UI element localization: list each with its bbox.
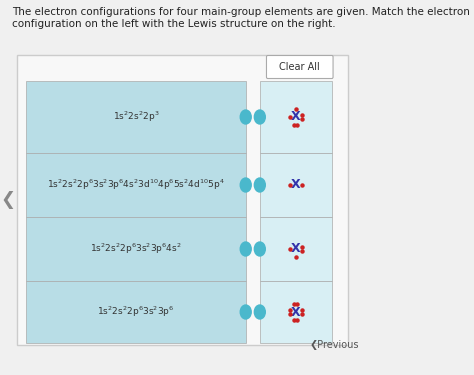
Circle shape <box>255 178 265 192</box>
Circle shape <box>240 178 251 192</box>
Bar <box>260 153 332 217</box>
Circle shape <box>240 242 251 256</box>
Circle shape <box>255 242 265 256</box>
Bar <box>27 81 246 153</box>
Bar <box>260 217 332 281</box>
Bar <box>17 55 347 345</box>
Text: X: X <box>291 178 301 192</box>
Text: ❮: ❮ <box>0 191 15 209</box>
Bar <box>27 281 246 343</box>
Circle shape <box>255 110 265 124</box>
Bar <box>260 281 332 343</box>
Circle shape <box>240 110 251 124</box>
Text: X: X <box>291 243 301 255</box>
Bar <box>27 153 246 217</box>
FancyBboxPatch shape <box>266 56 333 78</box>
Text: X: X <box>291 111 301 123</box>
Text: X: X <box>291 306 301 318</box>
Circle shape <box>240 305 251 319</box>
Bar <box>27 217 246 281</box>
Circle shape <box>255 305 265 319</box>
Text: configuration on the left with the Lewis structure on the right.: configuration on the left with the Lewis… <box>12 19 336 29</box>
Text: 1s$^2$2s$^2$2p$^3$: 1s$^2$2s$^2$2p$^3$ <box>113 110 159 124</box>
Bar <box>260 81 332 153</box>
Text: The electron configurations for four main-group elements are given. Match the el: The electron configurations for four mai… <box>12 7 470 17</box>
Text: 1s$^2$2s$^2$2p$^6$3s$^2$3p$^6$4s$^2$3d$^{10}$4p$^6$5s$^2$4d$^{10}$5p$^4$: 1s$^2$2s$^2$2p$^6$3s$^2$3p$^6$4s$^2$3d$^… <box>47 178 225 192</box>
Text: Clear All: Clear All <box>279 62 320 72</box>
Text: 1s$^2$2s$^2$2p$^6$3s$^2$3p$^6$: 1s$^2$2s$^2$2p$^6$3s$^2$3p$^6$ <box>97 305 175 319</box>
Text: 1s$^2$2s$^2$2p$^6$3s$^2$3p$^6$4s$^2$: 1s$^2$2s$^2$2p$^6$3s$^2$3p$^6$4s$^2$ <box>90 242 182 256</box>
Text: ❮Previous: ❮Previous <box>310 340 359 350</box>
